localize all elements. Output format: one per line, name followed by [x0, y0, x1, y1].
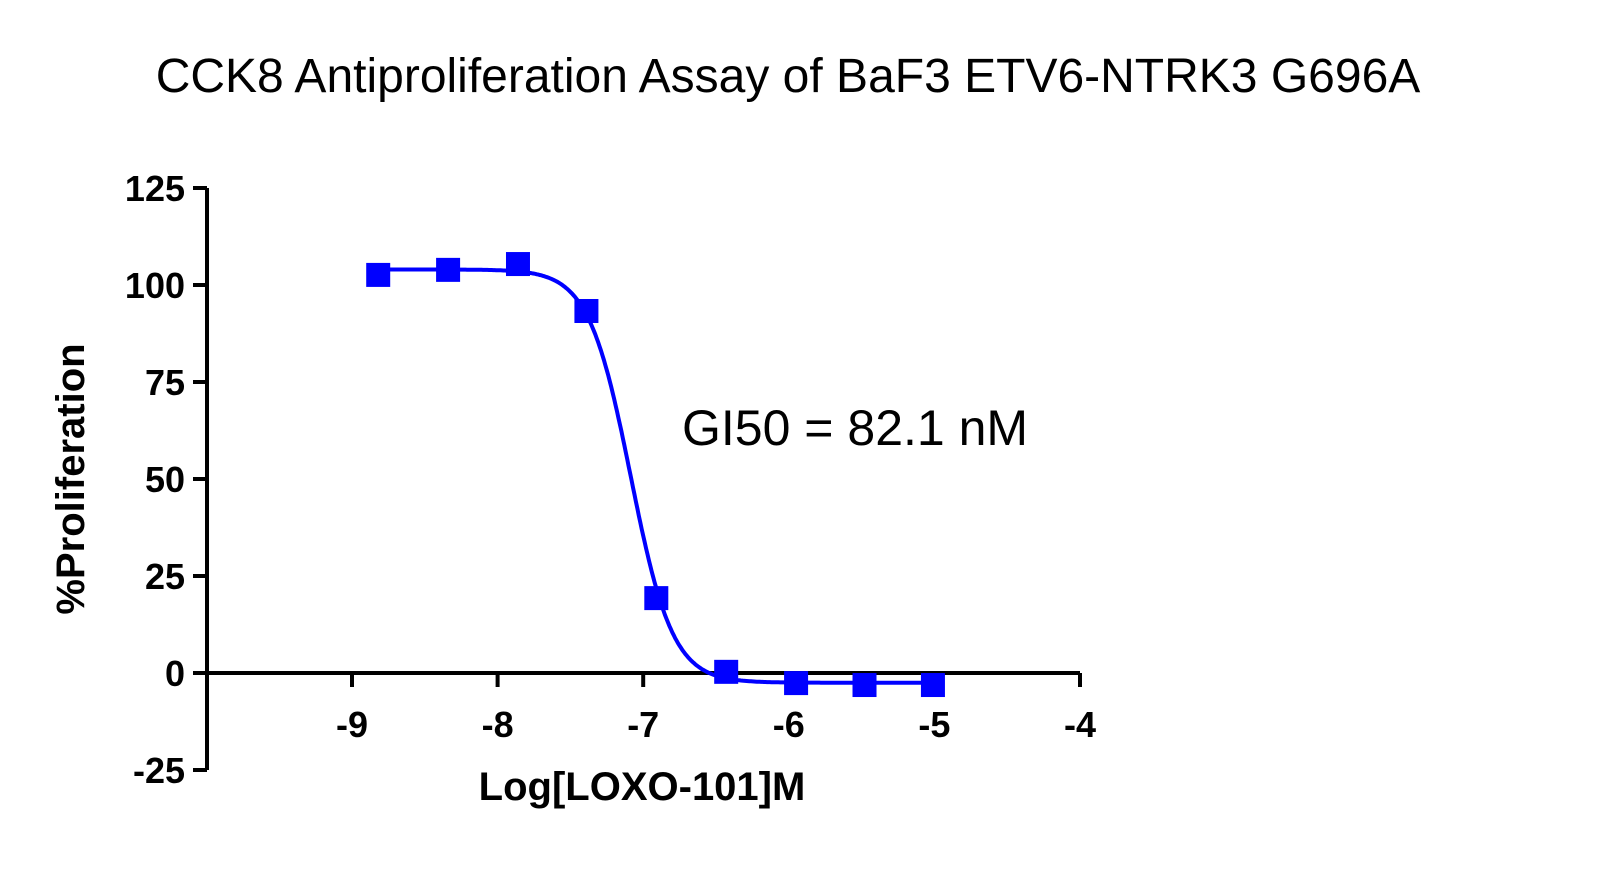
x-tick-label: -9	[336, 704, 368, 745]
fit-curve	[378, 267, 933, 685]
data-points	[366, 252, 945, 698]
x-tick-label: -5	[918, 704, 950, 745]
data-point	[784, 671, 809, 696]
x-tick-label: -6	[773, 704, 805, 745]
y-tick-label: 0	[165, 653, 185, 694]
data-point	[505, 252, 530, 277]
x-tick-label: -4	[1064, 704, 1096, 745]
data-point	[714, 659, 739, 684]
axes	[193, 186, 1082, 772]
y-tick-label: 125	[125, 168, 185, 209]
x-tick-label: -7	[627, 704, 659, 745]
y-tick-label: 100	[125, 265, 185, 306]
data-point	[644, 586, 669, 611]
x-tick-label: -8	[482, 704, 514, 745]
data-point	[436, 257, 461, 282]
y-axis-label: %Proliferation	[49, 343, 93, 614]
y-tick-label: 25	[145, 556, 185, 597]
chart-title: CCK8 Antiproliferation Assay of BaF3 ETV…	[156, 50, 1421, 103]
y-tick-label: 75	[145, 362, 185, 403]
data-point	[366, 262, 391, 287]
data-point	[574, 298, 599, 323]
y-tick-label: -25	[133, 750, 185, 791]
data-point	[920, 673, 945, 698]
x-axis-label: Log[LOXO-101]M	[479, 765, 806, 809]
data-point	[852, 673, 877, 698]
gi50-annotation: GI50 = 82.1 nM	[682, 400, 1028, 456]
tick-labels: -25 0 25 50 75 100 125 -9 -8 -7 -6 -5 -4	[125, 168, 1096, 791]
y-tick-label: 50	[145, 459, 185, 500]
